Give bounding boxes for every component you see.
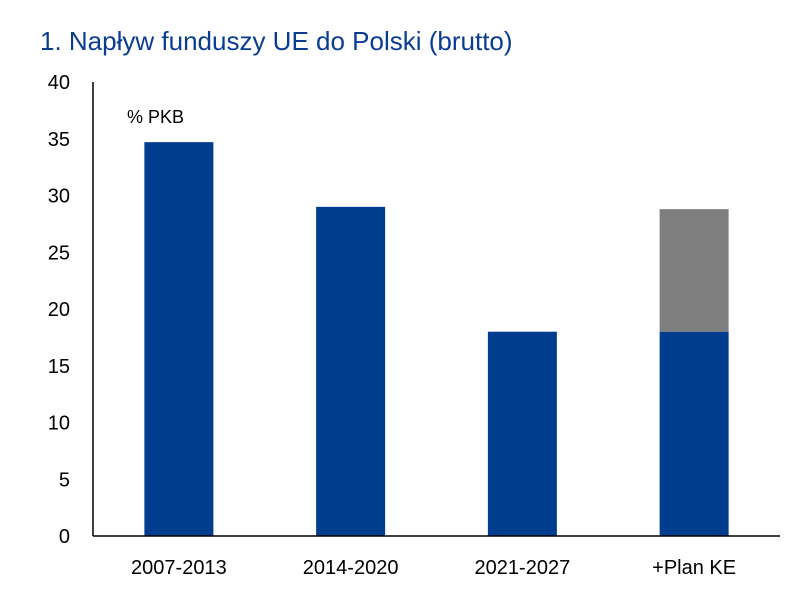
y-tick-label: 0: [59, 526, 70, 548]
y-tick-label: 5: [59, 469, 70, 491]
bar-stacked-3: [659, 209, 729, 332]
y-tick-label: 15: [48, 356, 70, 378]
bars-layer: [144, 142, 729, 536]
x-tick-label: +Plan KE: [652, 557, 736, 579]
x-tick-labels: 2007-2013 2014-2020 2021-2027 +Plan KE: [131, 557, 736, 579]
y-tick-label: 40: [48, 72, 70, 94]
axis-layer: [92, 82, 780, 537]
y-tick-label: 20: [48, 299, 70, 321]
y-tick-label: 10: [48, 413, 70, 435]
x-tick-label: 2021-2027: [475, 557, 571, 579]
x-tick-label: 2007-2013: [131, 557, 227, 579]
y-tick-labels: 0 5 10 15 20 25 30 35 40: [48, 72, 70, 548]
bar-primary-3: [659, 331, 729, 536]
y-tick-label: 30: [48, 186, 70, 208]
unit-label: % PKB: [127, 107, 184, 127]
bar-primary-0: [144, 142, 214, 536]
x-tick-label: 2014-2020: [303, 557, 399, 579]
y-tick-label: 25: [48, 242, 70, 264]
bar-primary-2: [487, 331, 557, 536]
chart-title: 1. Napływ funduszy UE do Polski (brutto): [40, 26, 513, 56]
y-tick-label: 35: [48, 129, 70, 151]
bar-primary-1: [316, 206, 386, 536]
